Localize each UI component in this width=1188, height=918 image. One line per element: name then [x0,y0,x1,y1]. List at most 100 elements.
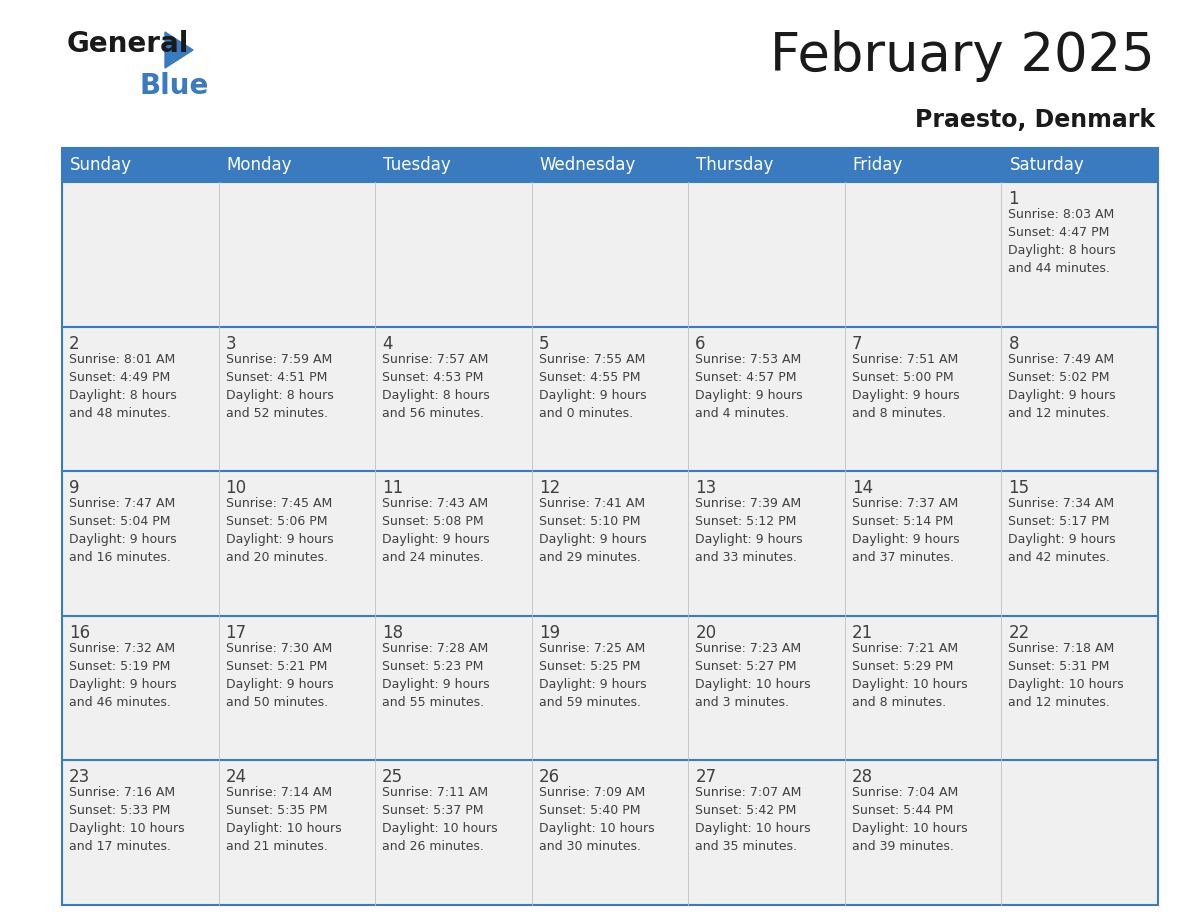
Bar [219,327,375,471]
Bar [219,760,375,905]
Text: 24: 24 [226,768,247,787]
Text: 8: 8 [1009,334,1019,353]
Text: Sunrise: 7:43 AM
Sunset: 5:08 PM
Daylight: 9 hours
and 24 minutes.: Sunrise: 7:43 AM Sunset: 5:08 PM Dayligh… [383,498,489,565]
Bar [532,471,688,616]
Text: Sunrise: 7:39 AM
Sunset: 5:12 PM
Daylight: 9 hours
and 33 minutes.: Sunrise: 7:39 AM Sunset: 5:12 PM Dayligh… [695,498,803,565]
Text: 4: 4 [383,334,393,353]
Bar [62,471,219,616]
Text: Sunrise: 7:23 AM
Sunset: 5:27 PM
Daylight: 10 hours
and 3 minutes.: Sunrise: 7:23 AM Sunset: 5:27 PM Dayligh… [695,642,811,709]
Bar [375,760,532,905]
Text: Thursday: Thursday [696,156,773,174]
Text: Sunday: Sunday [70,156,132,174]
Text: 6: 6 [695,334,706,353]
Bar [1001,471,1158,616]
Text: 15: 15 [1009,479,1030,498]
Bar [219,182,375,327]
Text: Sunrise: 7:04 AM
Sunset: 5:44 PM
Daylight: 10 hours
and 39 minutes.: Sunrise: 7:04 AM Sunset: 5:44 PM Dayligh… [852,787,967,854]
Bar [688,327,845,471]
Text: 3: 3 [226,334,236,353]
Text: 28: 28 [852,768,873,787]
Text: 17: 17 [226,624,247,642]
Text: Sunrise: 7:07 AM
Sunset: 5:42 PM
Daylight: 10 hours
and 35 minutes.: Sunrise: 7:07 AM Sunset: 5:42 PM Dayligh… [695,787,811,854]
Text: Praesto, Denmark: Praesto, Denmark [915,108,1155,132]
Text: Sunrise: 7:16 AM
Sunset: 5:33 PM
Daylight: 10 hours
and 17 minutes.: Sunrise: 7:16 AM Sunset: 5:33 PM Dayligh… [69,787,184,854]
Text: 2: 2 [69,334,80,353]
Text: Blue: Blue [140,72,209,100]
Text: Sunrise: 7:18 AM
Sunset: 5:31 PM
Daylight: 10 hours
and 12 minutes.: Sunrise: 7:18 AM Sunset: 5:31 PM Dayligh… [1009,642,1124,709]
Text: General: General [67,30,189,58]
Bar [532,616,688,760]
Text: Sunrise: 7:37 AM
Sunset: 5:14 PM
Daylight: 9 hours
and 37 minutes.: Sunrise: 7:37 AM Sunset: 5:14 PM Dayligh… [852,498,960,565]
Text: Friday: Friday [853,156,903,174]
Bar [845,327,1001,471]
Text: Sunrise: 8:03 AM
Sunset: 4:47 PM
Daylight: 8 hours
and 44 minutes.: Sunrise: 8:03 AM Sunset: 4:47 PM Dayligh… [1009,208,1117,275]
Text: 27: 27 [695,768,716,787]
Text: 10: 10 [226,479,247,498]
Text: Sunrise: 7:49 AM
Sunset: 5:02 PM
Daylight: 9 hours
and 12 minutes.: Sunrise: 7:49 AM Sunset: 5:02 PM Dayligh… [1009,353,1116,420]
Bar [1001,182,1158,327]
Bar [62,182,219,327]
Bar [532,182,688,327]
Bar [1001,327,1158,471]
Text: Sunrise: 7:57 AM
Sunset: 4:53 PM
Daylight: 8 hours
and 56 minutes.: Sunrise: 7:57 AM Sunset: 4:53 PM Dayligh… [383,353,489,420]
Text: Sunrise: 7:41 AM
Sunset: 5:10 PM
Daylight: 9 hours
and 29 minutes.: Sunrise: 7:41 AM Sunset: 5:10 PM Dayligh… [538,498,646,565]
Text: Sunrise: 7:28 AM
Sunset: 5:23 PM
Daylight: 9 hours
and 55 minutes.: Sunrise: 7:28 AM Sunset: 5:23 PM Dayligh… [383,642,489,709]
Bar [62,327,219,471]
Text: Sunrise: 7:32 AM
Sunset: 5:19 PM
Daylight: 9 hours
and 46 minutes.: Sunrise: 7:32 AM Sunset: 5:19 PM Dayligh… [69,642,177,709]
Text: 12: 12 [538,479,560,498]
Text: Monday: Monday [227,156,292,174]
Bar [532,327,688,471]
Text: Sunrise: 7:51 AM
Sunset: 5:00 PM
Daylight: 9 hours
and 8 minutes.: Sunrise: 7:51 AM Sunset: 5:00 PM Dayligh… [852,353,960,420]
Bar [62,760,219,905]
Text: 18: 18 [383,624,403,642]
Text: 7: 7 [852,334,862,353]
Text: Sunrise: 7:59 AM
Sunset: 4:51 PM
Daylight: 8 hours
and 52 minutes.: Sunrise: 7:59 AM Sunset: 4:51 PM Dayligh… [226,353,334,420]
Text: Sunrise: 7:53 AM
Sunset: 4:57 PM
Daylight: 9 hours
and 4 minutes.: Sunrise: 7:53 AM Sunset: 4:57 PM Dayligh… [695,353,803,420]
Text: 25: 25 [383,768,403,787]
Bar [375,616,532,760]
Text: 16: 16 [69,624,90,642]
Bar [62,616,219,760]
Text: 11: 11 [383,479,404,498]
Polygon shape [165,32,192,68]
Bar [1001,616,1158,760]
Bar [688,616,845,760]
Text: Wednesday: Wednesday [539,156,636,174]
Text: Sunrise: 8:01 AM
Sunset: 4:49 PM
Daylight: 8 hours
and 48 minutes.: Sunrise: 8:01 AM Sunset: 4:49 PM Dayligh… [69,353,177,420]
Bar [688,471,845,616]
Text: Sunrise: 7:47 AM
Sunset: 5:04 PM
Daylight: 9 hours
and 16 minutes.: Sunrise: 7:47 AM Sunset: 5:04 PM Dayligh… [69,498,177,565]
Bar [375,327,532,471]
Text: Sunrise: 7:34 AM
Sunset: 5:17 PM
Daylight: 9 hours
and 42 minutes.: Sunrise: 7:34 AM Sunset: 5:17 PM Dayligh… [1009,498,1116,565]
Text: February 2025: February 2025 [770,30,1155,82]
Text: 1: 1 [1009,190,1019,208]
Text: Sunrise: 7:30 AM
Sunset: 5:21 PM
Daylight: 9 hours
and 50 minutes.: Sunrise: 7:30 AM Sunset: 5:21 PM Dayligh… [226,642,333,709]
Text: 23: 23 [69,768,90,787]
Text: 21: 21 [852,624,873,642]
Text: 26: 26 [538,768,560,787]
Text: 13: 13 [695,479,716,498]
Text: 9: 9 [69,479,80,498]
Bar [845,760,1001,905]
Text: Sunrise: 7:45 AM
Sunset: 5:06 PM
Daylight: 9 hours
and 20 minutes.: Sunrise: 7:45 AM Sunset: 5:06 PM Dayligh… [226,498,333,565]
Bar [219,471,375,616]
Bar [845,471,1001,616]
Text: Sunrise: 7:55 AM
Sunset: 4:55 PM
Daylight: 9 hours
and 0 minutes.: Sunrise: 7:55 AM Sunset: 4:55 PM Dayligh… [538,353,646,420]
Bar [375,182,532,327]
Bar [375,471,532,616]
Text: 22: 22 [1009,624,1030,642]
Bar [62,148,1158,182]
Text: Sunrise: 7:14 AM
Sunset: 5:35 PM
Daylight: 10 hours
and 21 minutes.: Sunrise: 7:14 AM Sunset: 5:35 PM Dayligh… [226,787,341,854]
Text: Saturday: Saturday [1010,156,1085,174]
Text: Sunrise: 7:11 AM
Sunset: 5:37 PM
Daylight: 10 hours
and 26 minutes.: Sunrise: 7:11 AM Sunset: 5:37 PM Dayligh… [383,787,498,854]
Text: Tuesday: Tuesday [384,156,451,174]
Text: 5: 5 [538,334,549,353]
Text: 20: 20 [695,624,716,642]
Text: 14: 14 [852,479,873,498]
Bar [845,182,1001,327]
Bar [1001,760,1158,905]
Bar [688,760,845,905]
Text: 19: 19 [538,624,560,642]
Bar [688,182,845,327]
Text: Sunrise: 7:09 AM
Sunset: 5:40 PM
Daylight: 10 hours
and 30 minutes.: Sunrise: 7:09 AM Sunset: 5:40 PM Dayligh… [538,787,655,854]
Text: Sunrise: 7:21 AM
Sunset: 5:29 PM
Daylight: 10 hours
and 8 minutes.: Sunrise: 7:21 AM Sunset: 5:29 PM Dayligh… [852,642,967,709]
